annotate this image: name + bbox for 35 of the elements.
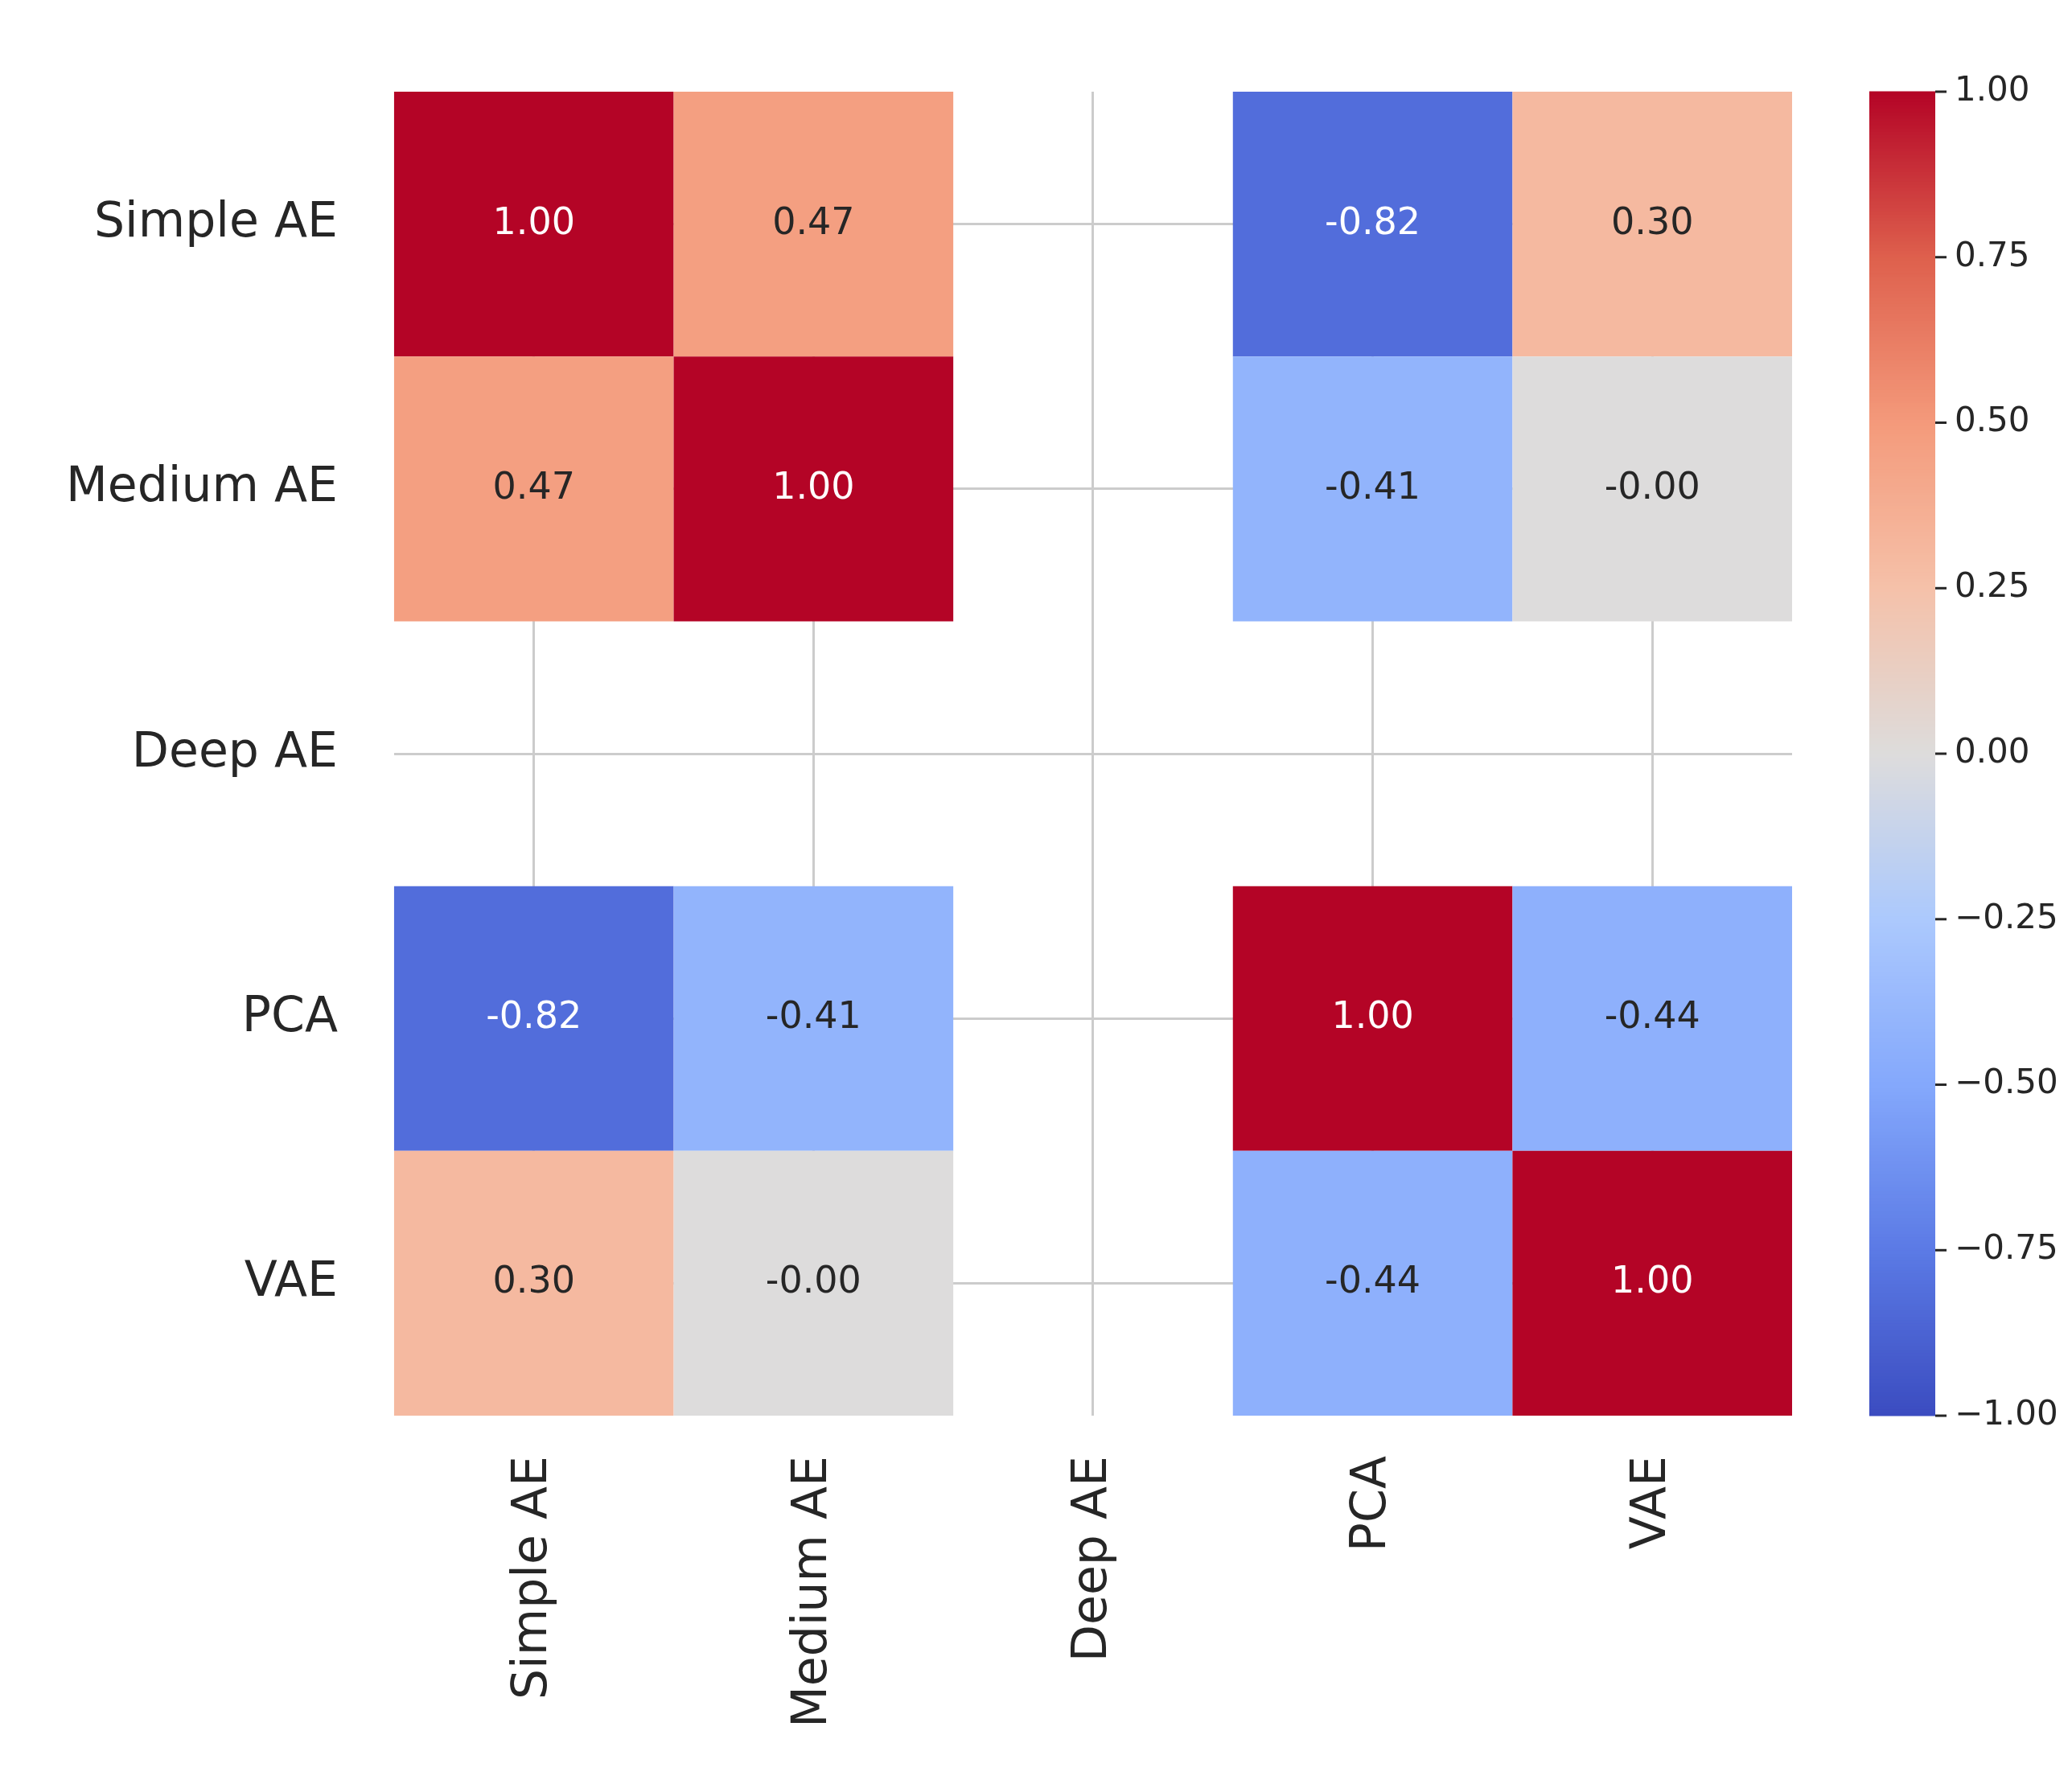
color-bar-label: 0.75 xyxy=(1955,234,2030,274)
data-label: -0.00 xyxy=(765,1258,861,1302)
x-tick-label: Deep AE xyxy=(1060,1456,1117,1663)
data-label: -0.41 xyxy=(765,993,861,1038)
color-bar-label: 0.25 xyxy=(1955,565,2030,606)
y-tick-label: PCA xyxy=(241,985,338,1042)
data-label: -0.82 xyxy=(1325,199,1421,243)
data-label: 1.00 xyxy=(1331,993,1414,1038)
x-tick-label: Simple AE xyxy=(501,1456,558,1700)
y-tick-label: Deep AE xyxy=(131,721,338,778)
y-tick-label: Medium AE xyxy=(65,456,338,513)
data-label: -0.82 xyxy=(486,993,582,1038)
data-label: -0.41 xyxy=(1325,463,1421,508)
color-bar-label: −1.00 xyxy=(1955,1392,2058,1433)
data-label: -0.44 xyxy=(1604,993,1700,1038)
data-label: 0.30 xyxy=(1610,199,1694,243)
data-label: 1.00 xyxy=(492,199,575,243)
x-tick-label: Medium AE xyxy=(780,1456,837,1729)
color-bar-label: 0.00 xyxy=(1955,730,2030,771)
y-tick-label: Simple AE xyxy=(94,191,338,249)
data-label: 0.47 xyxy=(772,199,855,243)
y-tick-label: VAE xyxy=(244,1251,338,1308)
color-bar-label: −0.25 xyxy=(1955,896,2058,936)
data-label: -0.44 xyxy=(1325,1258,1421,1302)
data-label: -0.00 xyxy=(1604,463,1700,508)
color-bar-label: −0.75 xyxy=(1955,1227,2058,1268)
x-tick-label: PCA xyxy=(1340,1456,1397,1552)
x-tick-label: VAE xyxy=(1619,1456,1676,1550)
data-label: 0.30 xyxy=(492,1258,575,1302)
data-label: 1.00 xyxy=(772,463,855,508)
color-bar-label: 0.50 xyxy=(1955,400,2030,440)
data-label: 1.00 xyxy=(1610,1258,1694,1302)
color-bar-label: −0.50 xyxy=(1955,1062,2058,1102)
data-label: 0.47 xyxy=(492,463,575,508)
color-bar-label: 1.00 xyxy=(1955,68,2030,109)
